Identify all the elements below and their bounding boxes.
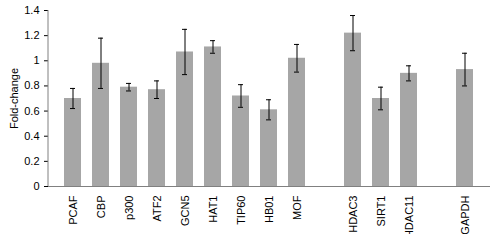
- svg-text:p300: p300: [123, 196, 135, 220]
- svg-text:PCAF: PCAF: [67, 195, 79, 225]
- svg-text:1.4: 1.4: [24, 4, 39, 16]
- svg-text:HAT1: HAT1: [207, 196, 219, 223]
- svg-text:MOF: MOF: [291, 195, 303, 220]
- svg-text:0.4: 0.4: [24, 130, 39, 142]
- svg-text:TIP60: TIP60: [235, 196, 247, 225]
- svg-text:ATF2: ATF2: [151, 196, 163, 222]
- svg-text:HDAC3: HDAC3: [347, 196, 359, 233]
- svg-text:Fold-change: Fold-change: [8, 68, 20, 129]
- svg-text:SIRT1: SIRT1: [375, 196, 387, 227]
- svg-text:GCN5: GCN5: [179, 196, 191, 227]
- svg-text:0: 0: [33, 180, 39, 192]
- svg-text:HB01: HB01: [263, 196, 275, 224]
- svg-text:0.8: 0.8: [24, 79, 39, 91]
- svg-text:0.6: 0.6: [24, 105, 39, 117]
- svg-text:GAPDH: GAPDH: [459, 195, 471, 234]
- svg-text:0.2: 0.2: [24, 155, 39, 167]
- svg-text:1: 1: [33, 54, 39, 66]
- svg-text:CBP: CBP: [95, 196, 107, 219]
- svg-text:1.2: 1.2: [24, 29, 39, 41]
- svg-text:HDAC11: HDAC11: [403, 196, 415, 234]
